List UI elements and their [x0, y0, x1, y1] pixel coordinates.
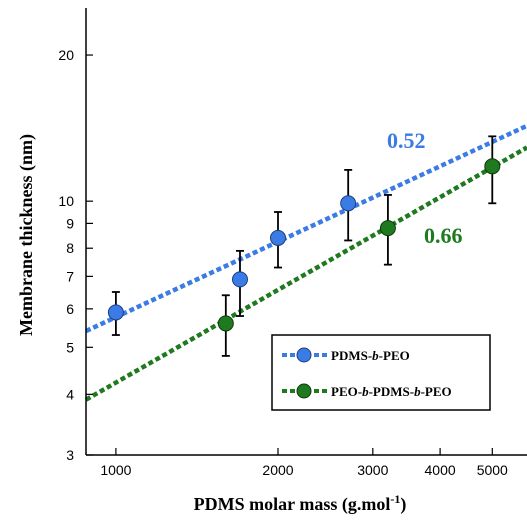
- x-tick-label: 1000: [100, 462, 131, 478]
- x-tick-label: 3000: [357, 462, 388, 478]
- x-tick-label: 4000: [425, 462, 456, 478]
- legend-label-pdms-b-peo: PDMS-b-PEO: [331, 348, 410, 363]
- x-tick-label: 2000: [262, 462, 293, 478]
- y-tick-label: 7: [66, 268, 74, 284]
- y-tick-label: 3: [66, 447, 74, 463]
- legend-box: [271, 334, 491, 411]
- y-tick-label: 20: [58, 47, 74, 63]
- legend: PDMS-b-PEO PEO-b-PDMS-b-PEO: [271, 334, 491, 411]
- x-tick-label: 5000: [477, 462, 508, 478]
- x-ticks: 1000 2000 3000 4000 5000: [100, 448, 508, 478]
- legend-item-pdms-b-peo: PDMS-b-PEO: [282, 347, 410, 363]
- legend-marker-pdms-b-peo: [296, 347, 312, 363]
- y-tick-label: 4: [66, 386, 74, 402]
- y-ticks: 3 4 5 6 7 8 9 10 20: [58, 47, 93, 463]
- slope-label-pdms-b-peo: 0.52: [387, 128, 426, 153]
- legend-label-peo-b-pdms-b-peo: PEO-b-PDMS-b-PEO: [331, 384, 452, 399]
- axes: [85, 8, 527, 456]
- data-point-series-1: [269, 229, 286, 246]
- y-axis-title: Membrane thickness (nm): [16, 134, 37, 336]
- legend-item-peo-b-pdms-b-peo: PEO-b-PDMS-b-PEO: [282, 383, 452, 399]
- data-points: [107, 158, 501, 332]
- x-axis-title: PDMS molar mass (g.mol-1): [194, 492, 407, 515]
- y-tick-label: 6: [66, 301, 74, 317]
- data-point-series-2: [379, 220, 396, 237]
- fit-line-series-1: [85, 123, 527, 334]
- fit-lines: [84, 123, 527, 402]
- data-point-series-1: [107, 304, 124, 321]
- y-tick-label: 10: [58, 193, 74, 209]
- legend-marker-peo-b-pdms-b-peo: [296, 383, 312, 399]
- fit-line-series-2: [84, 145, 527, 402]
- data-point-series-2: [217, 315, 234, 332]
- y-tick-label: 5: [66, 339, 74, 355]
- data-point-series-2: [484, 158, 501, 175]
- y-tick-label: 9: [66, 215, 74, 231]
- y-tick-label: 8: [66, 240, 74, 256]
- slope-label-peo-b-pdms-b-peo: 0.66: [424, 223, 463, 248]
- data-point-series-1: [340, 195, 357, 212]
- data-point-series-1: [231, 271, 248, 288]
